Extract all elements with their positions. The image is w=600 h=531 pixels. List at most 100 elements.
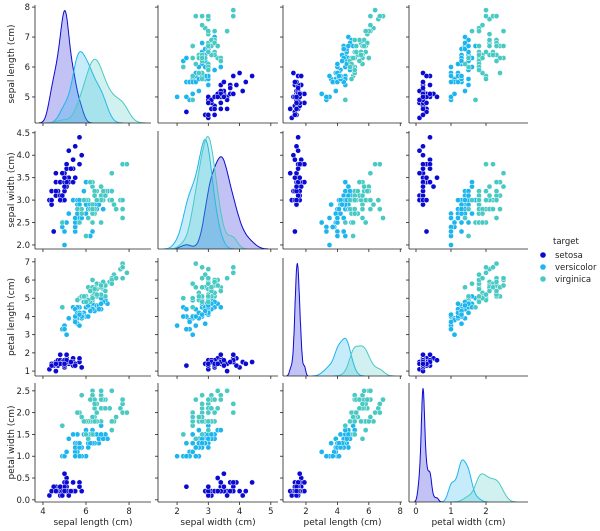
point-virginica: [102, 288, 109, 294]
point-virginica: [486, 183, 493, 190]
point-versicolor: [458, 320, 465, 327]
point-setosa: [205, 360, 212, 367]
kde-line-versicolor: [47, 51, 123, 123]
point-virginica: [192, 284, 199, 291]
point-virginica: [214, 282, 221, 289]
point-virginica: [465, 206, 472, 212]
point-versicolor: [329, 79, 336, 85]
point-virginica: [87, 179, 94, 185]
point-virginica: [359, 401, 366, 407]
point-virginica: [83, 299, 89, 305]
point-setosa: [50, 228, 57, 235]
x-tick-label: 6: [366, 507, 371, 517]
point-setosa: [76, 483, 83, 490]
point-virginica: [89, 277, 96, 283]
point-versicolor: [98, 431, 104, 438]
point-virginica: [361, 183, 367, 190]
point-versicolor: [451, 331, 458, 338]
point-virginica: [180, 64, 187, 70]
point-setosa: [221, 483, 227, 490]
point-setosa: [292, 228, 298, 235]
point-versicolor: [318, 219, 325, 226]
point-setosa: [293, 100, 300, 106]
y-tick-label: 6: [25, 63, 30, 73]
kde-line-versicolor: [163, 138, 235, 249]
point-setosa: [214, 94, 221, 100]
point-setosa: [293, 488, 300, 494]
point-virginica: [483, 7, 489, 13]
point-versicolor: [448, 79, 454, 85]
kde-line-versicolor: [311, 337, 365, 376]
point-versicolor: [205, 435, 212, 442]
point-setosa: [293, 143, 300, 150]
point-versicolor: [332, 88, 339, 94]
point-virginica: [359, 215, 366, 221]
kde-line-virginica: [43, 58, 146, 123]
point-virginica: [108, 427, 115, 433]
kde-fill-setosa: [286, 263, 309, 376]
point-setosa: [423, 197, 430, 203]
point-virginica: [98, 396, 104, 403]
point-setosa: [301, 161, 308, 168]
point-setosa: [416, 147, 423, 154]
point-versicolor: [202, 308, 209, 314]
point-versicolor: [458, 219, 465, 226]
point-setosa: [293, 197, 300, 203]
point-versicolor: [189, 431, 196, 438]
point-versicolor: [462, 197, 468, 203]
point-virginica: [211, 279, 218, 285]
point-setosa: [221, 470, 227, 477]
point-virginica: [493, 58, 500, 64]
point-virginica: [359, 435, 366, 442]
point-virginica: [493, 179, 500, 185]
point-versicolor: [189, 91, 196, 97]
point-virginica: [119, 206, 126, 212]
point-versicolor: [98, 300, 104, 307]
point-versicolor: [336, 206, 342, 212]
point-versicolor: [183, 440, 190, 447]
point-versicolor: [96, 306, 102, 313]
point-virginica: [196, 293, 202, 300]
point-virginica: [119, 264, 126, 271]
kde-line-setosa: [414, 387, 443, 502]
point-virginica: [205, 280, 212, 287]
point-versicolor: [469, 210, 475, 217]
x-axis-label: petal width (cm): [431, 518, 505, 528]
point-setosa: [427, 351, 433, 358]
point-virginica: [189, 304, 196, 311]
y-tick-label: 2: [25, 349, 30, 359]
point-setosa: [427, 134, 433, 141]
y-tick-label: 0.5: [16, 474, 30, 484]
point-versicolor: [89, 228, 96, 235]
point-setosa: [236, 488, 243, 494]
point-setosa: [72, 143, 79, 150]
point-virginica: [113, 414, 119, 420]
point-virginica: [83, 233, 89, 239]
point-setosa: [76, 134, 83, 141]
x-tick-label: 2: [174, 507, 179, 517]
point-versicolor: [196, 88, 202, 94]
point-virginica: [350, 55, 356, 61]
point-setosa: [68, 359, 74, 365]
point-setosa: [63, 479, 70, 486]
point-virginica: [465, 233, 472, 239]
point-setosa: [420, 94, 426, 100]
point-virginica: [483, 188, 489, 194]
legend-label-virginica: virginica: [555, 275, 591, 285]
point-virginica: [91, 192, 98, 199]
point-virginica: [113, 206, 119, 212]
point-virginica: [211, 28, 218, 34]
point-setosa: [230, 91, 237, 97]
point-virginica: [483, 161, 489, 168]
point-virginica: [462, 61, 468, 67]
point-setosa: [236, 70, 243, 76]
point-virginica: [476, 299, 482, 305]
point-virginica: [351, 67, 358, 73]
y-tick-label: 2.0: [16, 241, 30, 251]
point-versicolor: [340, 228, 347, 235]
point-virginica: [486, 31, 493, 37]
point-virginica: [89, 414, 96, 420]
point-virginica: [85, 215, 92, 221]
point-virginica: [500, 43, 507, 49]
point-virginica: [98, 183, 104, 190]
